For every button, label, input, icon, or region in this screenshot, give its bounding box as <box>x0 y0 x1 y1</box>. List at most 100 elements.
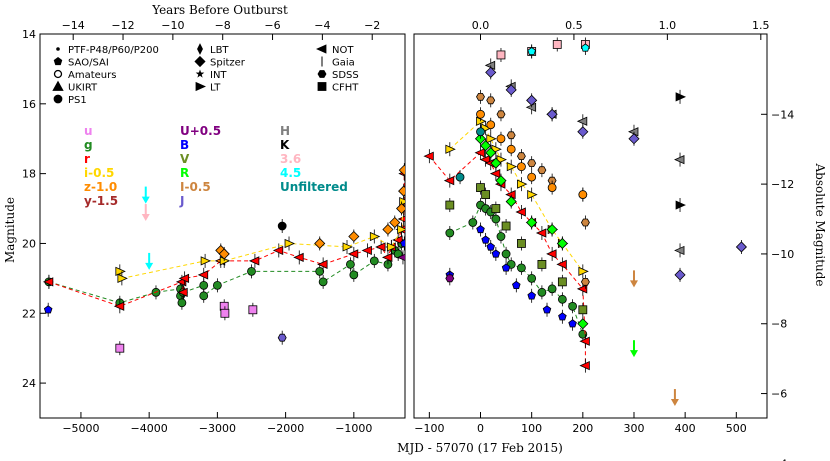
right-point-I-0.5 <box>527 159 537 168</box>
right-top-tick-label: 0.0 <box>472 19 490 32</box>
right-y-tick-label: −14 <box>771 108 794 121</box>
left-point-B <box>43 305 53 314</box>
left-point-g <box>247 266 256 276</box>
right-point-i-0.5 <box>517 179 528 189</box>
right-point-I-0.5 <box>537 166 547 175</box>
legend-symbol-marker <box>53 69 63 79</box>
right-point-r <box>515 207 526 217</box>
x-axis-title: MJD - 57070 (17 Feb 2015) <box>397 441 563 455</box>
left-y-tick-label: 22 <box>22 307 36 320</box>
right-point-R <box>495 175 507 187</box>
legend-symbol-label: Spitzer <box>210 58 246 69</box>
right-point-r <box>579 361 590 371</box>
right-point-I-0.5 <box>476 93 485 101</box>
right-point-V <box>537 259 547 269</box>
right-point-g <box>468 218 478 227</box>
left-point-r <box>197 270 209 280</box>
right-point-z-1.0 <box>496 134 506 144</box>
left-point-r <box>248 256 260 266</box>
right-top-tick-label: 1.0 <box>659 19 677 32</box>
right-point-r <box>479 155 491 165</box>
left-point-r <box>397 215 405 223</box>
right-point-z-1.0 <box>476 109 485 119</box>
left-point-g <box>177 298 187 308</box>
left-point-g <box>212 280 222 290</box>
right-trend-i-0.5 <box>449 120 584 272</box>
left-point-z-1.0 <box>314 237 326 250</box>
right-point-R <box>577 318 589 330</box>
right-point-J <box>735 241 747 253</box>
right-point-R <box>490 157 502 169</box>
legend-band-label: U+0.5 <box>180 124 221 138</box>
right-point-z-1.0 <box>547 183 557 193</box>
left-point-r <box>392 235 403 245</box>
left-point-i-0.5 <box>284 238 296 249</box>
left-point-r <box>293 252 304 263</box>
left-point-r <box>42 277 54 287</box>
right-y-tick-label: −10 <box>771 248 794 261</box>
right-point-R <box>526 216 538 229</box>
right-point-z-1.0 <box>506 144 516 154</box>
right-point-g <box>557 294 567 304</box>
right-frame <box>413 33 768 419</box>
legend-band-label: J <box>179 194 184 208</box>
right-point-g <box>445 228 455 238</box>
right-data <box>423 37 747 407</box>
left-y-tick-label: 24 <box>22 377 36 390</box>
legend-symbol-label: PS1 <box>68 95 87 106</box>
right-point-i-0.5 <box>486 134 497 144</box>
right-point-r <box>474 148 485 158</box>
right-trend-g <box>449 204 584 335</box>
left-top-tick-label: −12 <box>111 19 134 32</box>
right-point-J <box>628 133 640 145</box>
legend-band-label: r <box>84 152 90 166</box>
left-upper-limit-head-4.5 <box>145 262 154 270</box>
right-point-J <box>505 84 517 96</box>
legend-symbol-label: Amateurs <box>68 70 116 81</box>
legend-symbol-label: NOT <box>332 45 354 56</box>
legend-symbol-label: LBT <box>210 45 229 56</box>
left-data <box>42 163 405 356</box>
legend-symbol-marker <box>195 69 205 78</box>
legend-band-label: 3.6 <box>280 152 301 166</box>
legend-symbol-label: CFHT <box>332 83 359 94</box>
legend-symbol-label: SAO/SAI <box>68 58 109 69</box>
right-point-i-0.5 <box>476 116 487 126</box>
left-x-tick-label: −5000 <box>62 422 99 435</box>
right-point-4.5 <box>527 47 536 56</box>
right-y-tick-label: −12 <box>771 178 794 191</box>
right-point-V <box>476 183 485 193</box>
left-x-tick-label: −2000 <box>267 422 304 435</box>
legend-band-label: z-1.0 <box>84 180 117 194</box>
left-point-r <box>177 287 188 297</box>
left-point-g <box>199 280 209 290</box>
right-point-I-0.5 <box>580 218 590 227</box>
legend-band-label: g <box>84 138 93 152</box>
right-point-R <box>485 147 497 159</box>
right-point-B <box>486 242 495 251</box>
right-point-Unfiltered <box>455 172 465 182</box>
right-point-V <box>557 277 567 287</box>
right-point-r <box>556 259 567 270</box>
left-point-J <box>277 333 287 342</box>
right-point-r <box>576 284 588 294</box>
left-point-B <box>400 239 405 248</box>
right-x-tick-label: 200 <box>572 422 593 435</box>
right-point-V <box>517 239 526 248</box>
right-top-tick-label: 0.5 <box>565 19 583 32</box>
legend-band-label: u <box>84 124 93 138</box>
right-point-V <box>491 204 501 213</box>
right-point-g <box>517 263 526 273</box>
left-top-tick-label: −10 <box>161 19 184 32</box>
right-x-tick-label: 100 <box>521 422 542 435</box>
legend-band-label: 4.5 <box>280 166 301 180</box>
right-point-B <box>481 235 490 244</box>
right-point-g <box>568 301 577 311</box>
left-x-tick-label: −3000 <box>199 422 236 435</box>
left-y-tick-label: 16 <box>22 98 36 111</box>
left-point-u <box>115 343 125 353</box>
left-point-u <box>248 305 258 315</box>
legend-symbol-label: LT <box>210 83 221 94</box>
